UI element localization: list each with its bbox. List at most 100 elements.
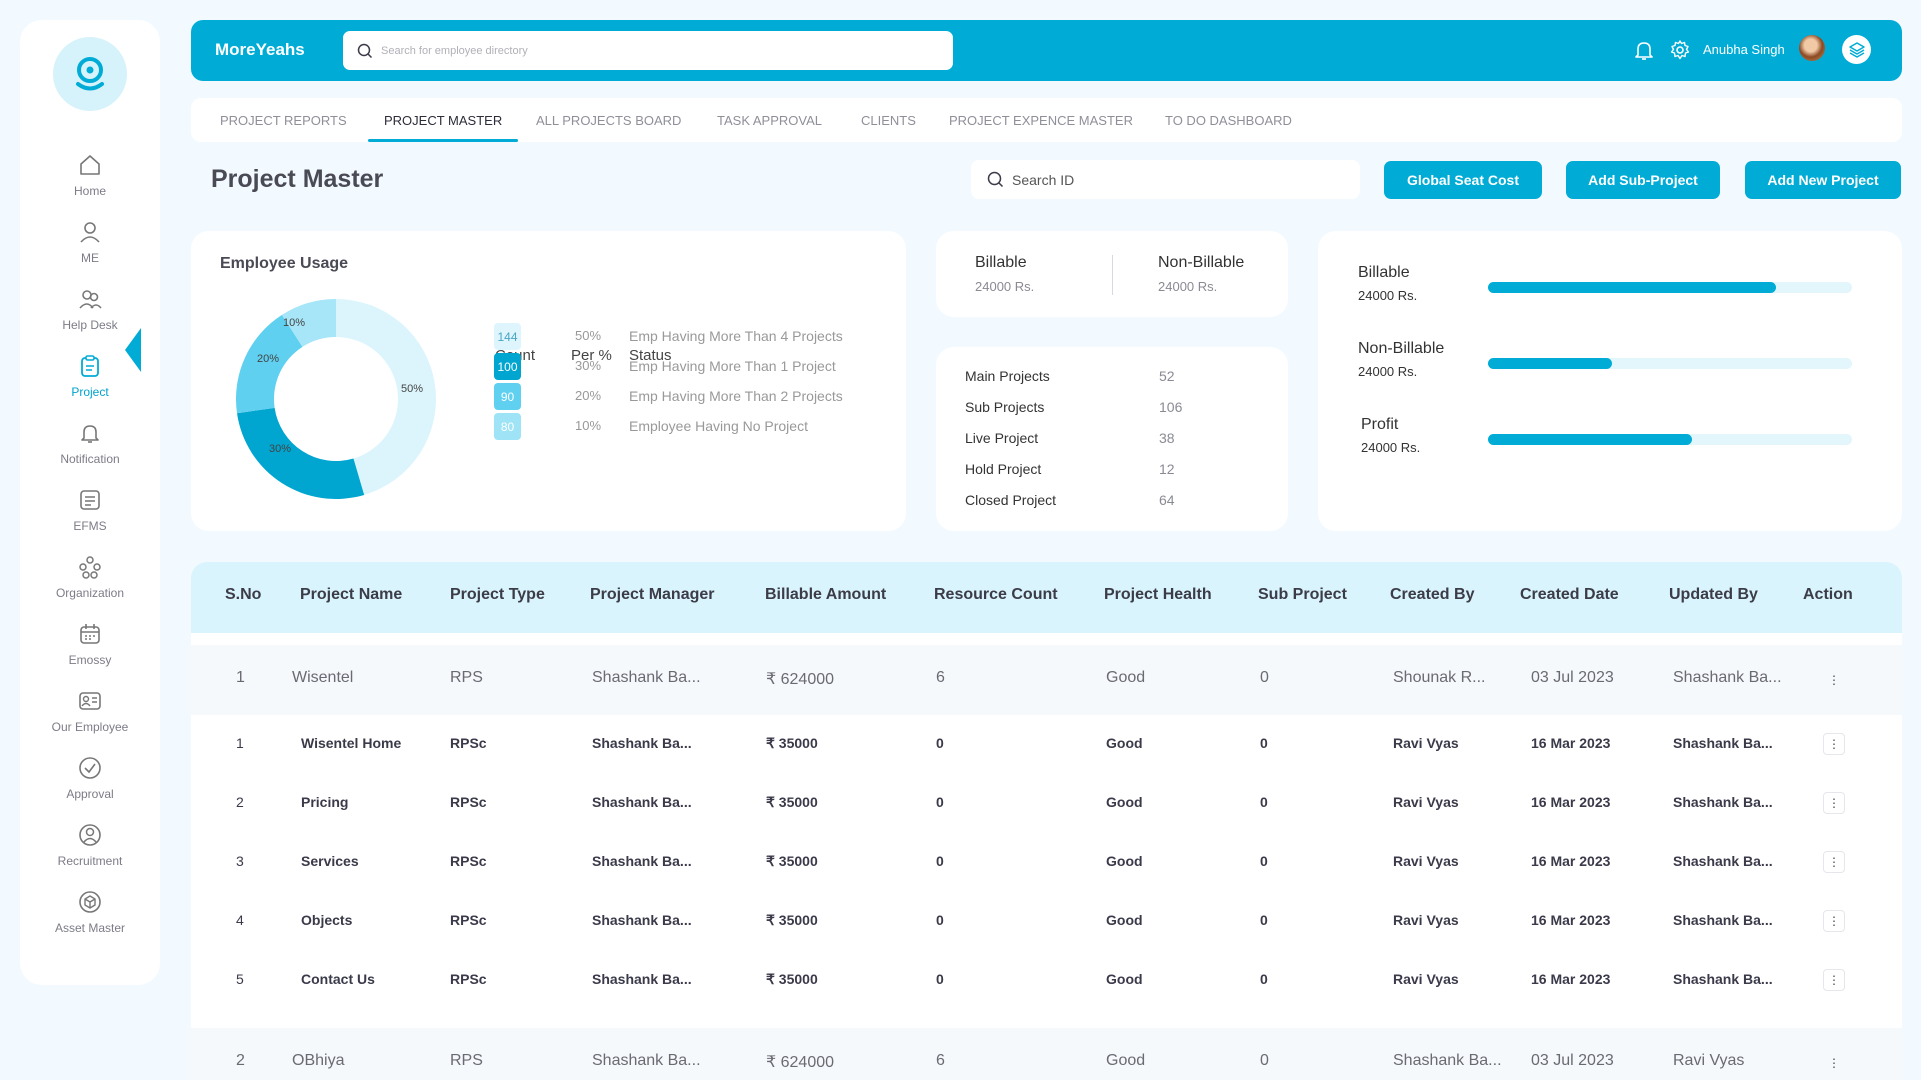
cell-created-by: Ravi Vyas (1393, 853, 1459, 869)
employee-search-input[interactable] (381, 44, 921, 57)
active-tab-underline (368, 139, 518, 142)
col-created-date[interactable]: Created Date (1520, 586, 1619, 603)
row-actions-button[interactable]: ⋮ (1828, 1056, 1840, 1070)
table-row[interactable]: 3 Services RPSc Shashank Ba... ₹ 35000 0 Good 0… (191, 833, 1902, 892)
sidebar-item-help-desk[interactable]: Help Desk (20, 286, 160, 346)
tab-task-approval[interactable]: TASK APPROVAL (717, 113, 823, 128)
tab-to-do-dashboard[interactable]: TO DO DASHBOARD (1165, 113, 1292, 128)
user-name[interactable]: Anubha Singh (1703, 42, 1785, 57)
add-new-project-button[interactable]: Add New Project (1745, 161, 1901, 199)
sidebar-item-efms[interactable]: EFMS (20, 487, 160, 547)
settings-button[interactable] (1667, 37, 1693, 63)
billable-label: Billable (975, 254, 1027, 271)
tab-all-projects-board[interactable]: ALL PROJECTS BOARD (536, 113, 682, 128)
donut-segment-10 (281, 299, 336, 347)
table-row[interactable]: 4 Objects RPSc Shashank Ba... ₹ 35000 0 Good 0 R… (191, 892, 1902, 951)
sidebar-item-label: Emossy (68, 653, 112, 667)
tab-project-reports[interactable]: PROJECT REPORTS (220, 113, 347, 128)
cell-name: Contact Us (301, 971, 375, 987)
cell-amount: ₹ 35000 (766, 912, 818, 928)
cell-created-by: Ravi Vyas (1393, 735, 1459, 751)
search-user-icon (79, 824, 101, 846)
sidebar-item-emossy[interactable]: Emossy (20, 621, 160, 681)
table-row[interactable]: 1 Wisentel RPS Shashank Ba... ₹ 624000 6 Good 0… (191, 645, 1902, 715)
sidebar-item-me[interactable]: ME (20, 219, 160, 279)
table-header: S.No Project Name Project Type Project M… (191, 562, 1902, 633)
row-actions-button[interactable]: ⋮ (1823, 733, 1845, 755)
row-actions-button[interactable]: ⋮ (1823, 851, 1845, 873)
sidebar-item-home[interactable]: Home (20, 152, 160, 212)
col-sub-project[interactable]: Sub Project (1258, 586, 1347, 603)
sidebar-item-asset-master[interactable]: Asset Master (20, 889, 160, 949)
donut-label-50: 50% (401, 383, 424, 395)
tab-project-master[interactable]: PROJECT MASTER (384, 113, 503, 128)
col-project-manager[interactable]: Project Manager (590, 586, 715, 603)
cell-amount: ₹ 35000 (766, 735, 818, 751)
cell-created-by: Ravi Vyas (1393, 912, 1459, 928)
cell-manager: Shashank Ba... (592, 669, 701, 686)
id-card-icon (79, 692, 101, 710)
col-billable-amount[interactable]: Billable Amount (765, 586, 887, 603)
user-avatar[interactable] (1799, 35, 1825, 61)
document-icon (80, 490, 100, 510)
app-logo[interactable] (53, 37, 127, 111)
sidebar-item-label: Project (71, 385, 109, 399)
col-project-health[interactable]: Project Health (1104, 586, 1212, 603)
col-resource-count[interactable]: Resource Count (934, 586, 1058, 603)
sidebar-item-label: Notification (60, 452, 120, 466)
cell-sub: 0 (1260, 669, 1269, 686)
col-created-by[interactable]: Created By (1390, 586, 1475, 603)
cell-created-date: 16 Mar 2023 (1531, 794, 1611, 810)
check-circle-icon (79, 757, 101, 779)
usage-status: Emp Having More Than 1 Project (629, 358, 836, 374)
table-row[interactable]: 1 Wisentel Home RPSc Shashank Ba... ₹ 35000 0… (191, 715, 1902, 774)
table-row[interactable]: 5 Contact Us RPSc Shashank Ba... ₹ 35000 0 Goo… (191, 951, 1902, 1010)
add-sub-project-button[interactable]: Add Sub-Project (1566, 161, 1720, 199)
row-actions-button[interactable]: ⋮ (1823, 792, 1845, 814)
col-updated-by[interactable]: Updated By (1669, 586, 1758, 603)
donut-label-10: 10% (283, 317, 306, 329)
row-actions-button[interactable]: ⋮ (1823, 969, 1845, 991)
tab-project-expence-master[interactable]: PROJECT EXPENCE MASTER (949, 113, 1133, 128)
non-billable-label: Non-Billable (1158, 254, 1245, 271)
cell-resources: 0 (936, 912, 944, 928)
col-project-name[interactable]: Project Name (300, 586, 403, 603)
usage-per-header: Per % (571, 347, 612, 364)
sidebar-item-organization[interactable]: Organization (20, 554, 160, 614)
employee-search (343, 31, 953, 70)
cell-updated-by: Shashank Ba... (1673, 971, 1773, 987)
sidebar-item-label: ME (81, 251, 99, 265)
sidebar-item-label: Help Desk (62, 318, 118, 332)
top-header: MoreYeahs Anubha Singh (191, 20, 1902, 81)
cell-sno: 1 (236, 735, 244, 751)
sidebar-item-notification[interactable]: Notification (20, 420, 160, 480)
cell-created-by: Ravi Vyas (1393, 971, 1459, 987)
apps-button[interactable] (1842, 35, 1871, 64)
cell-sno: 5 (236, 971, 244, 987)
row-actions-button[interactable]: ⋮ (1828, 673, 1840, 687)
table-row[interactable]: 2 Pricing RPSc Shashank Ba... ₹ 35000 0 Good 0 R… (191, 774, 1902, 833)
cell-manager: Shashank Ba... (592, 735, 692, 751)
sidebar-item-project[interactable]: Project (20, 353, 160, 413)
search-id-input[interactable] (1012, 171, 1342, 188)
col-project-type[interactable]: Project Type (450, 586, 545, 603)
donut-segment-30 (237, 407, 365, 499)
tab-clients[interactable]: CLIENTS (861, 113, 916, 128)
bell-icon (1635, 42, 1653, 60)
sidebar-item-recruitment[interactable]: Recruitment (20, 822, 160, 882)
sidebar-item-approval[interactable]: Approval (20, 755, 160, 815)
col-sno[interactable]: S.No (225, 586, 262, 603)
sidebar-item-our-employee[interactable]: Our Employee (20, 688, 160, 748)
usage-percent: 30% (575, 358, 602, 373)
cell-updated-by: Shashank Ba... (1673, 794, 1773, 810)
usage-status: Emp Having More Than 4 Projects (629, 328, 843, 344)
smiley-logo-icon (76, 57, 104, 91)
notification-bell-button[interactable] (1631, 37, 1657, 63)
row-actions-button[interactable]: ⋮ (1823, 910, 1845, 932)
user-icon (80, 222, 100, 243)
employee-usage-donut (236, 299, 436, 499)
table-row[interactable]: 2 OBhiya RPS Shashank Ba... ₹ 624000 6 Good 0 Sh… (191, 1028, 1902, 1080)
sidebar-item-label: Home (73, 184, 106, 198)
global-seat-cost-button[interactable]: Global Seat Cost (1384, 161, 1542, 199)
cell-type: RPSc (450, 971, 487, 987)
